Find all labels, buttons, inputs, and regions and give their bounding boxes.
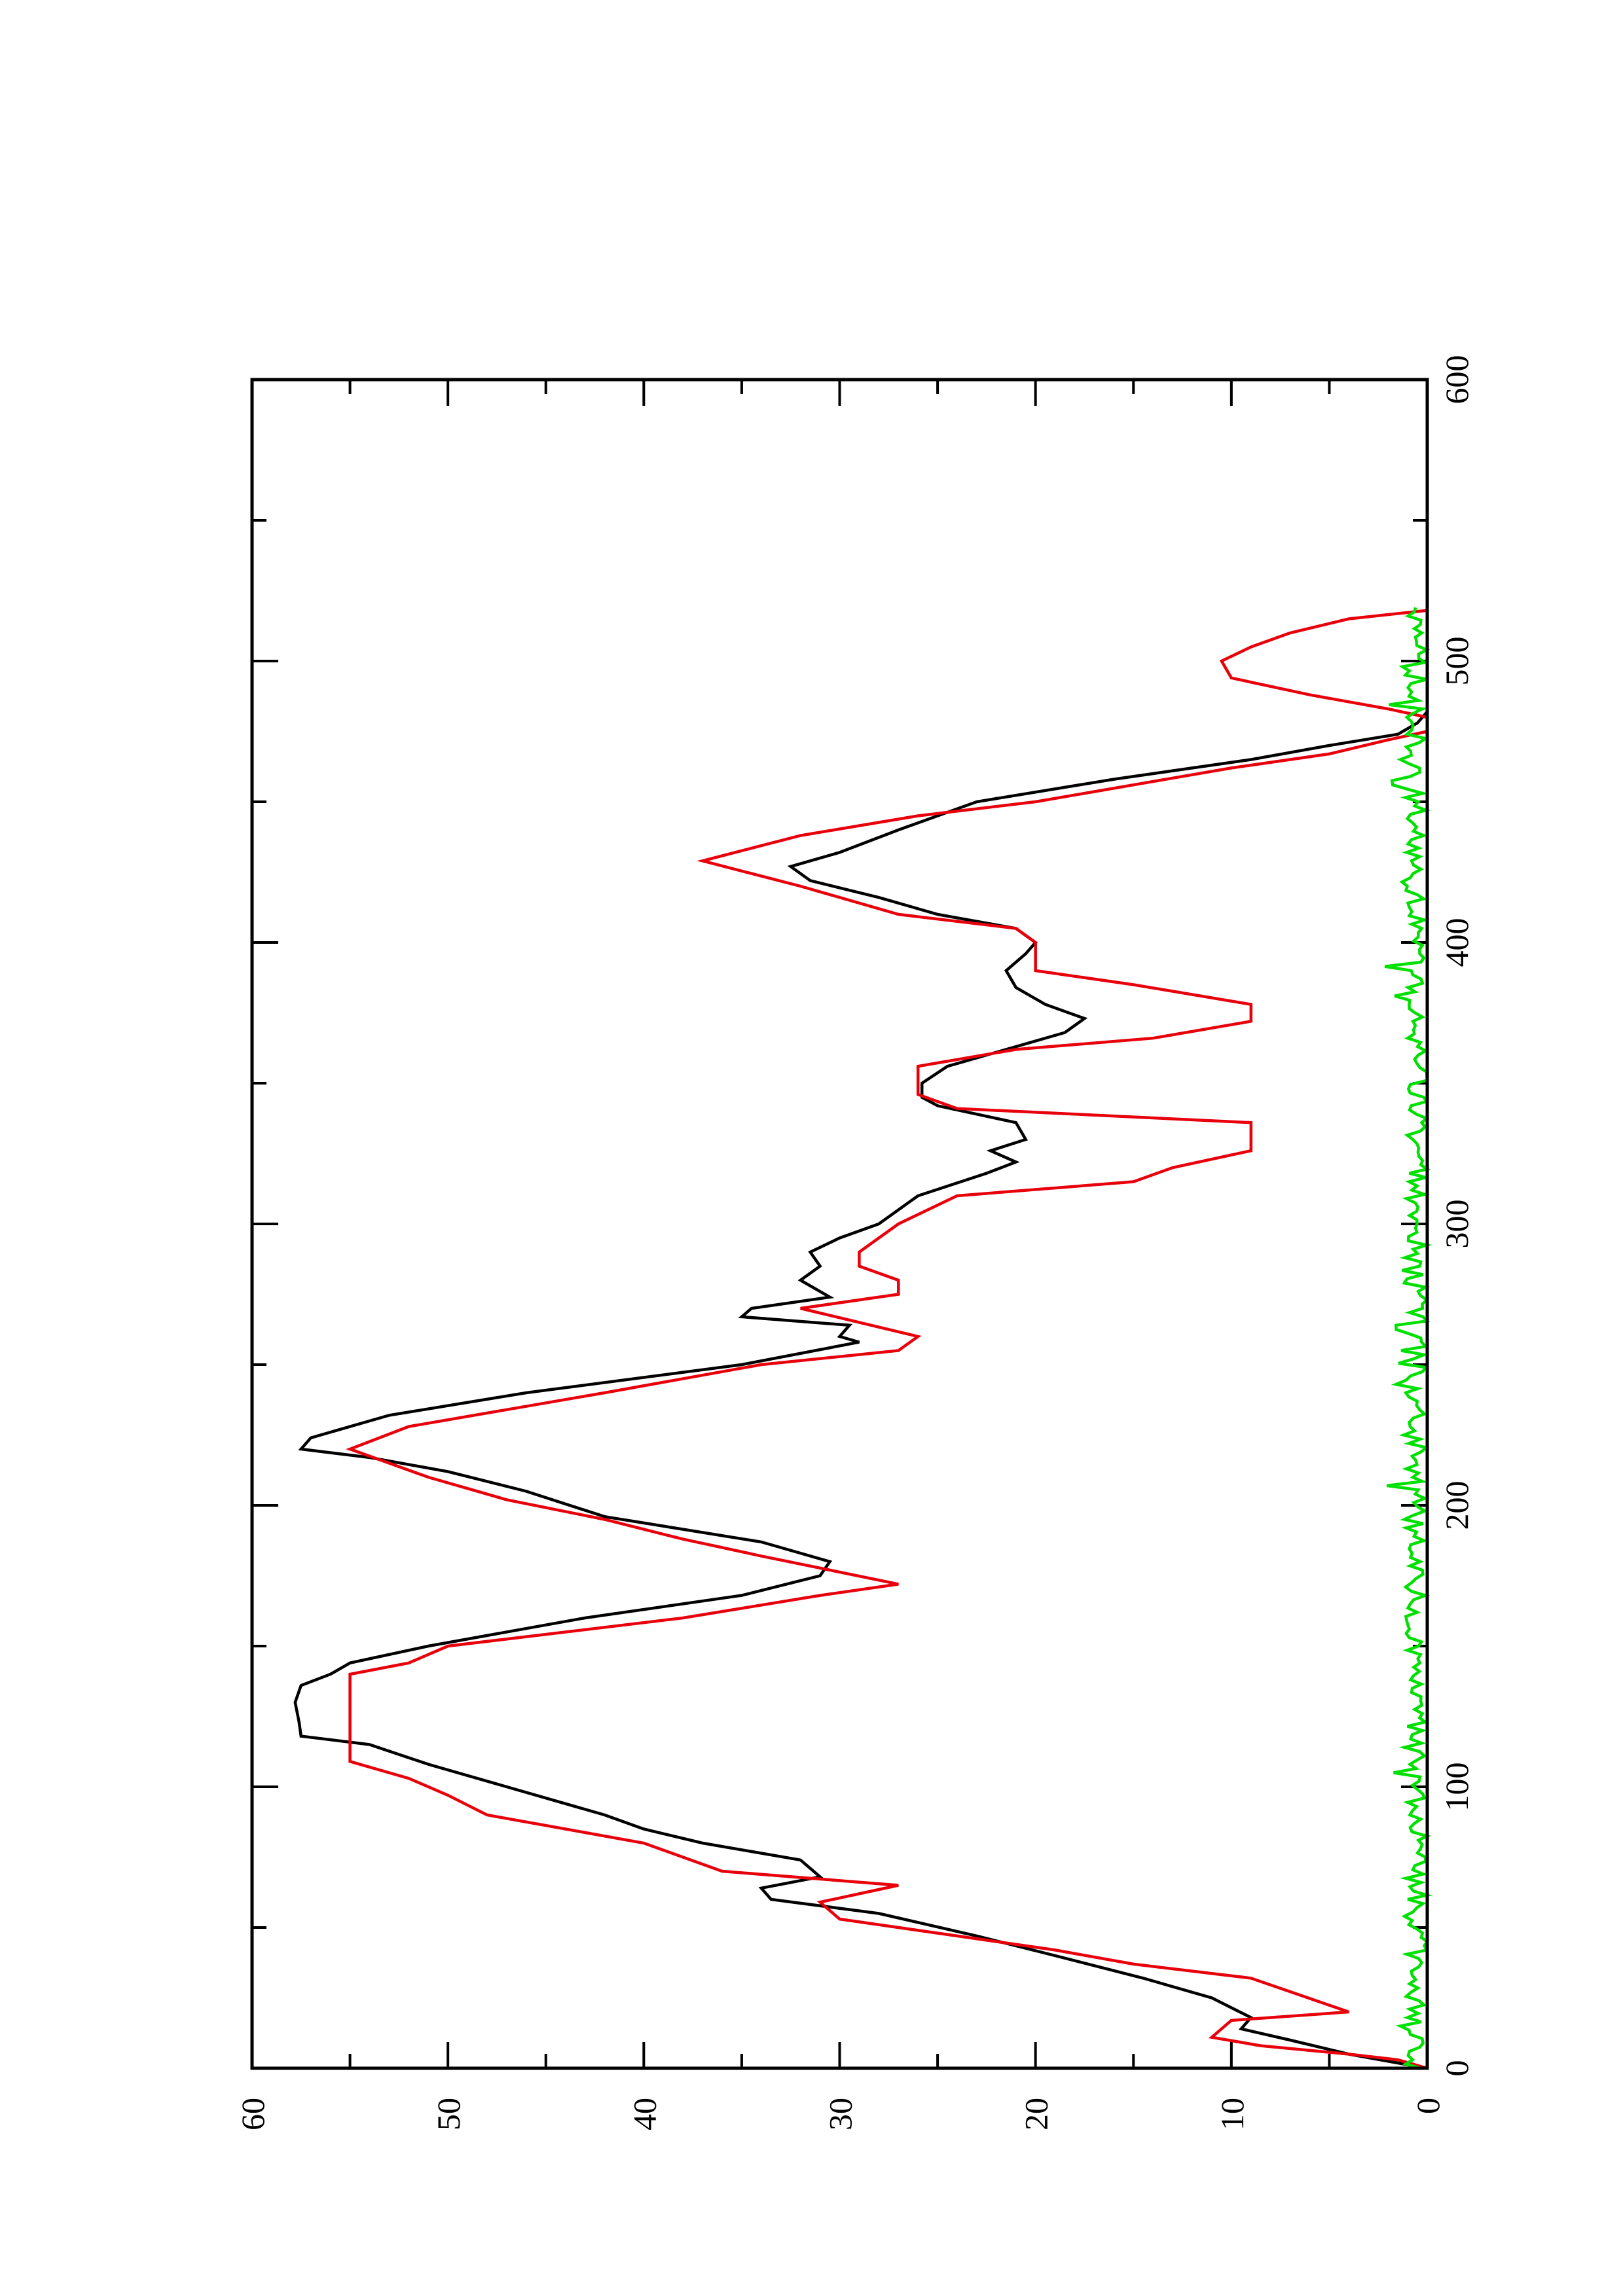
series-line-2: [346, 609, 1429, 2070]
y-tick-label: 50: [430, 2098, 467, 2130]
x-tick-label: 600: [1438, 355, 1475, 404]
x-tick-label: 500: [1438, 637, 1475, 686]
y-tick-label: 10: [1214, 2098, 1250, 2130]
plot-frame: [250, 378, 1429, 2070]
y-tick-label: 0: [1410, 2098, 1446, 2114]
y-tick-label: 60: [234, 2098, 271, 2130]
tick-labels: 0 100 200 300 400 500 600 0 10 20 30 40 50 60: [234, 355, 1475, 2131]
x-tick-label: 200: [1438, 1481, 1475, 1530]
x-tick-label: 400: [1438, 918, 1475, 967]
series-line-3: [1384, 607, 1433, 2070]
y-tick-label: 20: [1018, 2098, 1055, 2130]
x-tick-label: 300: [1438, 1200, 1475, 1249]
x-tick-label: 0: [1438, 2060, 1475, 2077]
y-tick-label: 40: [626, 2098, 663, 2130]
x-tick-label: 100: [1438, 1763, 1475, 1812]
series-group: [293, 607, 1433, 2070]
y-tick-label: 30: [822, 2098, 859, 2130]
